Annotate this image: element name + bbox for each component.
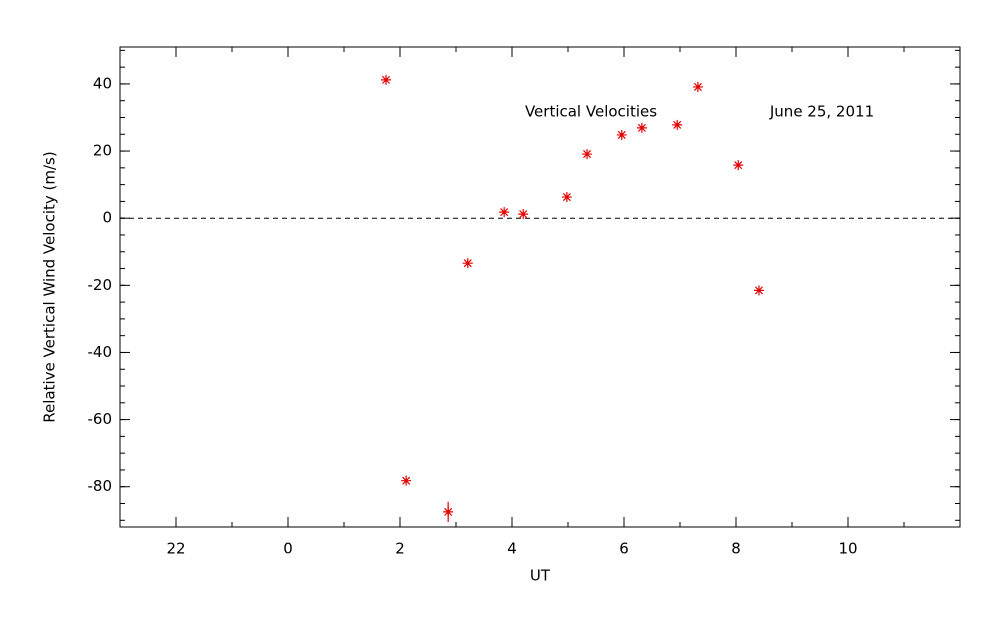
y-tick-label: -60 (88, 410, 113, 428)
asterisk-marker (753, 285, 764, 296)
y-tick-label: 40 (93, 74, 112, 92)
y-tick-label: 0 (102, 209, 112, 227)
y-tick-label: -40 (88, 343, 113, 361)
y-tick-label: -80 (88, 477, 113, 495)
asterisk-marker (518, 209, 529, 220)
annotation: June 25, 2011 (769, 103, 874, 121)
x-tick-label: 2 (395, 540, 405, 558)
asterisk-marker (616, 129, 627, 140)
x-tick-label: 0 (283, 540, 293, 558)
x-tick-label: 6 (619, 540, 629, 558)
asterisk-marker (401, 475, 412, 486)
asterisk-marker (582, 149, 593, 160)
asterisk-marker (636, 122, 647, 133)
asterisk-marker (381, 74, 391, 85)
asterisk-marker (692, 81, 703, 92)
asterisk-marker (561, 192, 572, 203)
x-tick-label: 22 (166, 540, 185, 558)
asterisk-marker (733, 160, 744, 171)
asterisk-marker (672, 119, 683, 130)
annotation: Vertical Velocities (525, 103, 657, 121)
x-axis-label: UT (530, 567, 551, 585)
y-axis-label: Relative Vertical Wind Velocity (m/s) (41, 151, 59, 422)
x-tick-label: 4 (507, 540, 517, 558)
asterisk-marker (499, 207, 510, 218)
x-tick-label: 8 (731, 540, 741, 558)
x-tick-label: 10 (838, 540, 857, 558)
y-tick-label: -20 (88, 276, 113, 294)
asterisk-marker (462, 258, 473, 269)
y-tick-label: 20 (93, 142, 112, 160)
plot-frame (119, 46, 961, 528)
asterisk-marker (443, 506, 454, 517)
